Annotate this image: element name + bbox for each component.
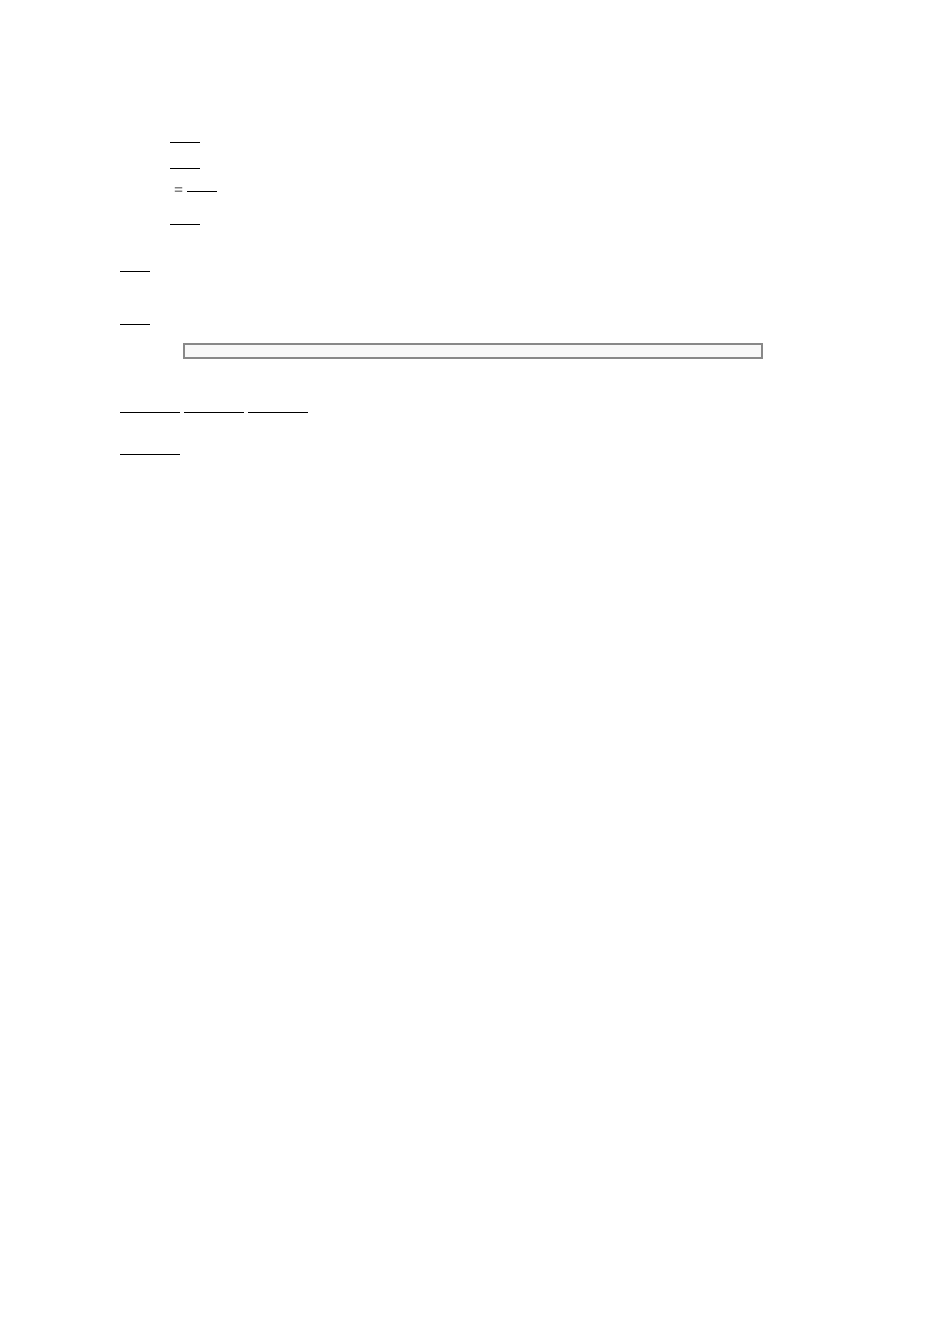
q2-4-text [90,438,855,465]
q2-1-text [90,255,855,282]
q-answer [120,271,150,272]
q1-4 [170,212,855,230]
q-answer-3 [248,412,308,413]
q2-3-text [90,396,855,423]
q-answer-1 [120,412,180,413]
q1-3: = [170,182,855,200]
q1-2 [170,156,855,174]
pattern-sequence [183,343,763,359]
q-answer [170,224,200,225]
q2-2-text [90,308,855,335]
q-answer [120,454,180,455]
q1-1 [170,130,855,148]
q-answer [170,168,200,169]
q-answer-2 [184,412,244,413]
q-answer [170,142,200,143]
q-answer [120,324,150,325]
q-answer [187,191,217,192]
